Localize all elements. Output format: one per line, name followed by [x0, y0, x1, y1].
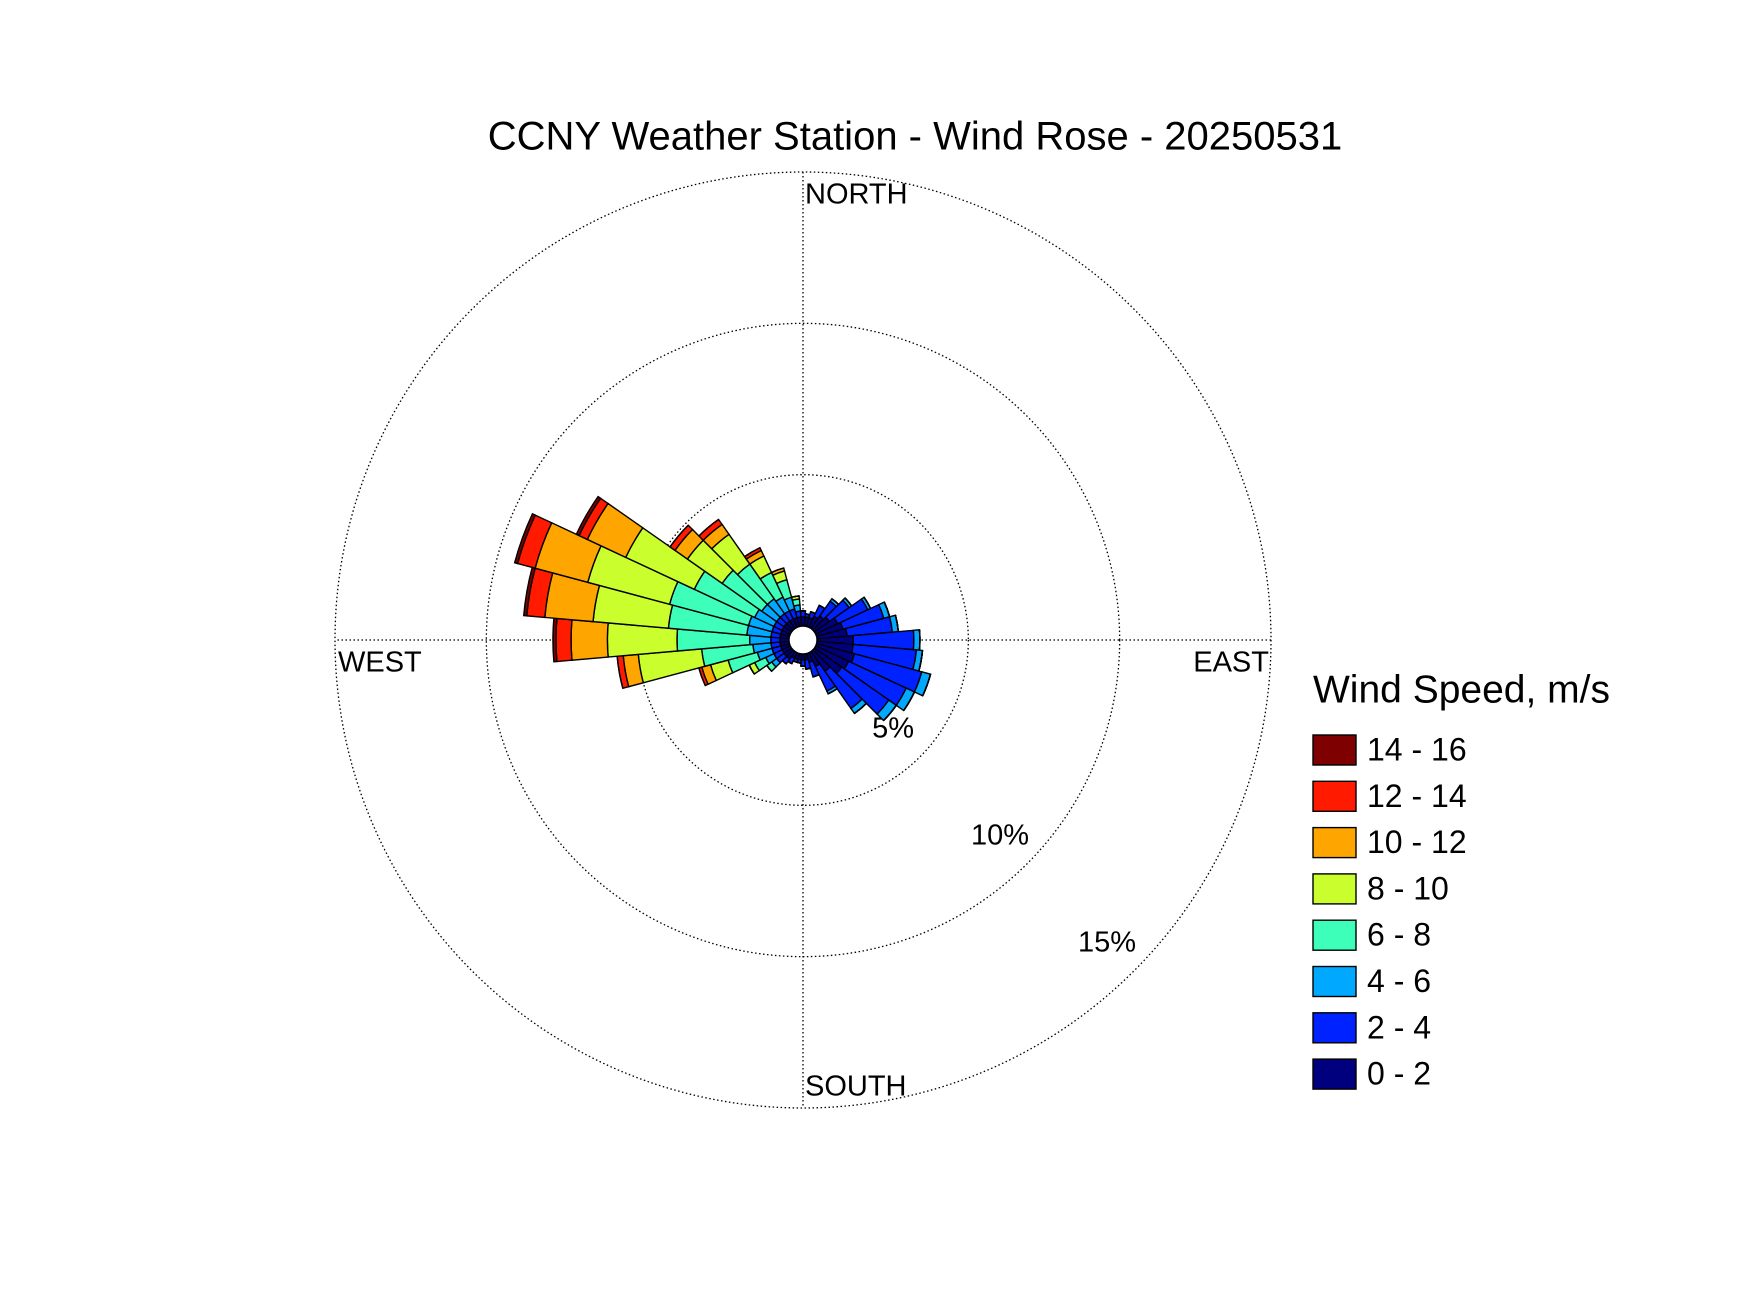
chart-title: CCNY Weather Station - Wind Rose - 20250…	[488, 115, 1343, 159]
legend-label: 4 - 6	[1367, 963, 1431, 999]
direction-label: WEST	[338, 647, 422, 679]
legend-swatch	[1312, 826, 1357, 859]
wedge-segment	[570, 619, 609, 661]
legend-swatch	[1312, 1012, 1357, 1044]
wedge-segment	[669, 524, 689, 548]
grid-ring	[334, 171, 1272, 1109]
legend-label: 0 - 2	[1367, 1056, 1431, 1092]
wedge-segment	[883, 704, 897, 722]
legend-label: 2 - 4	[1367, 1009, 1431, 1045]
center-hole	[788, 625, 818, 655]
wedge-segment	[827, 688, 838, 695]
wedge-segment	[805, 667, 811, 670]
legend-label: 6 - 8	[1367, 917, 1431, 953]
direction-label: NORTH	[805, 179, 908, 211]
legend-swatch	[1312, 1058, 1357, 1090]
wedge-segment	[575, 495, 602, 537]
r-tick-label: 5%	[872, 713, 914, 745]
legend-label: 12 - 14	[1367, 778, 1467, 814]
wedge-segment	[854, 702, 867, 715]
direction-label: EAST	[1193, 647, 1269, 679]
wedge-segment	[555, 617, 573, 663]
wedge-segment	[922, 673, 932, 697]
legend-label: 14 - 16	[1367, 731, 1467, 767]
direction-label: SOUTH	[805, 1071, 907, 1103]
grid-ring	[485, 322, 1121, 958]
r-tick-label: 10%	[971, 820, 1029, 852]
legend-swatch	[1312, 919, 1357, 951]
wedge-segment	[912, 629, 921, 651]
wedge-segment	[771, 567, 784, 574]
legend-swatch	[1312, 734, 1357, 766]
wedge-segment	[903, 691, 916, 711]
legend-swatch	[1312, 965, 1357, 998]
legend-title: Wind Speed, m/s	[1313, 668, 1610, 711]
legend-swatch	[1312, 780, 1357, 812]
legend-label: 10 - 12	[1367, 824, 1467, 860]
wedges	[513, 495, 932, 722]
wedge-segment	[513, 512, 537, 565]
legend-label: 8 - 10	[1367, 870, 1449, 906]
wedge-segment	[552, 617, 558, 663]
wedge-segment	[698, 518, 719, 537]
r-tick-label: 15%	[1078, 927, 1136, 959]
legend-swatch	[1312, 873, 1357, 905]
